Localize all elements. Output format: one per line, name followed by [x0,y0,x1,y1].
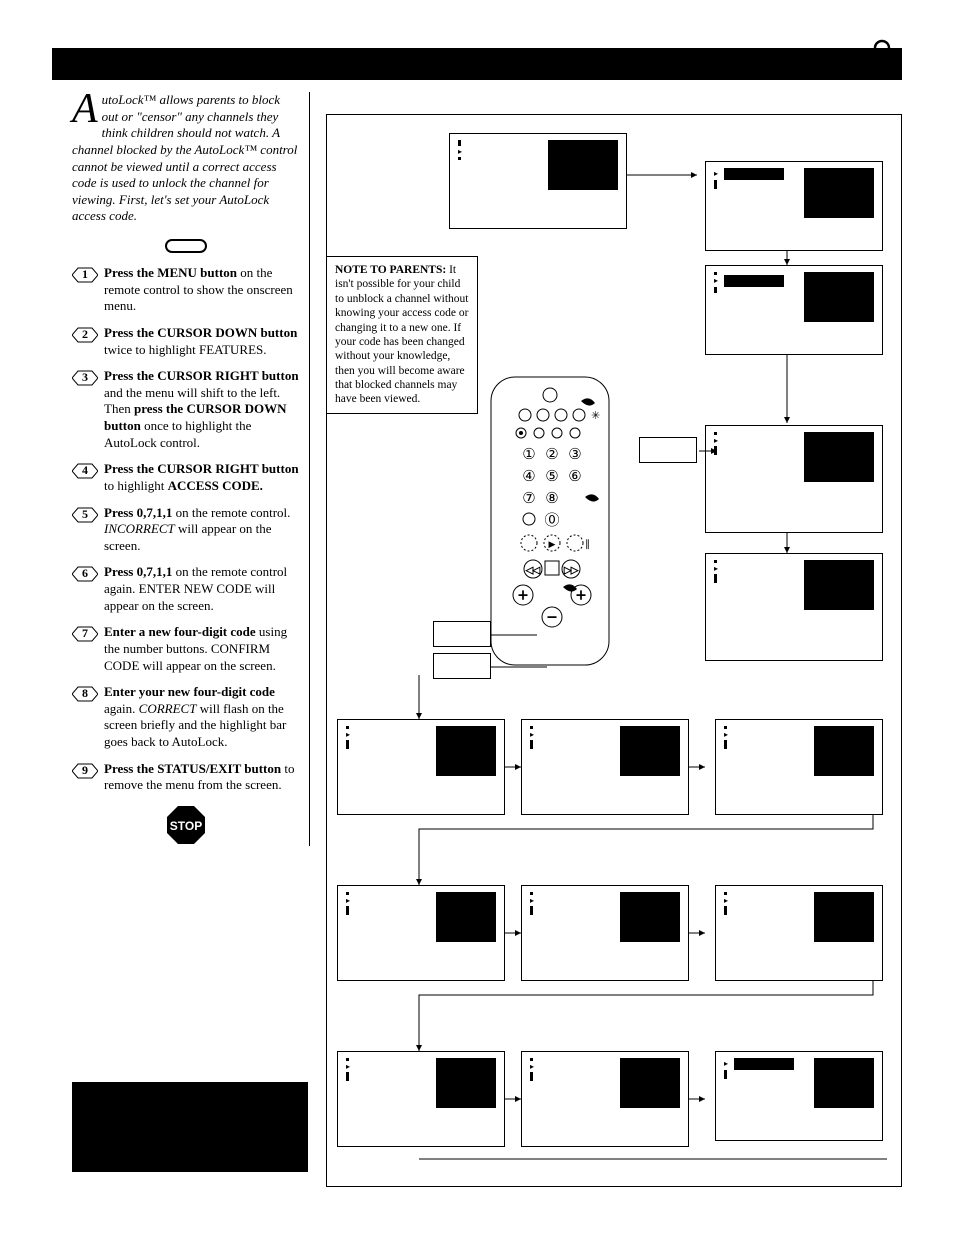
step-list: 1 Press the MENU button on the remote con… [72,265,299,794]
svg-text:⑧: ⑧ [545,490,558,507]
note-title: NOTE TO PARENTS: [335,264,446,276]
step-number-6: 6 [72,566,98,582]
tv-panel-8: ▸ [715,719,883,815]
step-1: 1 Press the MENU button on the remote con… [72,265,299,315]
svg-text:STOP: STOP [169,819,201,833]
tv-panel-13: ▸ [521,1051,689,1147]
svg-text:∥: ∥ [585,539,590,550]
svg-text:▶▶: ▶▶ [564,565,578,575]
tv-panel-11: ▸ [715,885,883,981]
step-number-8: 8 [72,686,98,702]
stop-icon: STOP [165,804,207,846]
callout-box-1 [639,437,697,463]
lock-icon [868,38,896,74]
step-8: 8 Enter your new four-digit code again. C… [72,684,299,751]
step-7: 7 Enter a new four-digit code using the n… [72,624,299,674]
callout-box-2 [433,621,491,647]
svg-text:▶: ▶ [549,539,556,549]
note-to-parents: NOTE TO PARENTS: It isn't possible for y… [326,256,478,414]
svg-text:④: ④ [522,468,535,485]
step-text: Press 0,7,1,1 on the remote control. INC… [104,505,290,553]
tv-panel-2: ▸ [705,161,883,251]
svg-text:⓪: ⓪ [544,512,559,529]
intro-text: utoLock™ allows parents to block out or … [72,92,297,223]
tv-panel-3: ▸ [705,265,883,355]
svg-text:②: ② [545,446,558,463]
svg-text:③: ③ [568,446,581,463]
step-6: 6 Press 0,7,1,1 on the remote control aga… [72,564,299,614]
svg-text:⑤: ⑤ [545,468,558,485]
step-text: Enter your new four-digit code again. CO… [104,684,286,749]
step-text: Press the CURSOR RIGHT button and the me… [104,368,299,450]
step-4: 4 Press the CURSOR RIGHT button to highli… [72,461,299,494]
tv-panel-7: ▸ [521,719,689,815]
svg-text:－: － [547,612,558,624]
tv-panel-9: ▸ [337,885,505,981]
callout-box-3 [433,653,491,679]
step-text: Enter a new four-digit code using the nu… [104,624,287,672]
tv-panel-6: ▸ [337,719,505,815]
dropcap: A [72,92,102,126]
step-text: Press the MENU button on the remote cont… [104,265,293,313]
tv-panel-4: ▸ [705,425,883,533]
step-number-5: 5 [72,507,98,523]
tv-panel-12: ▸ [337,1051,505,1147]
step-number-4: 4 [72,463,98,479]
svg-text:＋: ＋ [518,590,529,602]
step-number-1: 1 [72,267,98,283]
svg-text:◀◀: ◀◀ [526,565,540,575]
svg-text:⑦: ⑦ [522,490,535,507]
step-number-7: 7 [72,626,98,642]
tv-panel-5: ▸ [705,553,883,661]
step-text: Press the STATUS/EXIT button to remove t… [104,761,294,793]
step-3: 3 Press the CURSOR RIGHT button and the m… [72,368,299,451]
step-9: 9 Press the STATUS/EXIT button to remove … [72,761,299,794]
note-body: It isn't possible for your child to unbl… [335,264,469,405]
svg-text:＋: ＋ [576,590,587,602]
svg-text:✳: ✳ [591,410,600,422]
svg-text:⑥: ⑥ [568,468,581,485]
tv-panel-10: ▸ [521,885,689,981]
step-5: 5 Press 0,7,1,1 on the remote control. IN… [72,505,299,555]
tv-panel-14: ▸ [715,1051,883,1141]
tv-panel-1: ▸ [449,133,627,229]
step-number-3: 3 [72,370,98,386]
step-number-9: 9 [72,763,98,779]
intro-paragraph: A utoLock™ allows parents to block out o… [72,92,299,225]
button-capsule-icon [165,239,207,253]
page: A utoLock™ allows parents to block out o… [0,0,954,1235]
title-bar [52,48,902,80]
step-number-2: 2 [72,327,98,343]
remote-control-illustration: ✳ ①②③ ④⑤⑥ ⑦⑧ ⓪ ▶ ∥ [485,371,615,671]
step-text: Press 0,7,1,1 on the remote control agai… [104,564,287,612]
instruction-column: A utoLock™ allows parents to block out o… [72,92,310,846]
smart-help-box [72,1082,308,1172]
step-2: 2 Press the CURSOR DOWN button twice to h… [72,325,299,358]
step-text: Press the CURSOR DOWN button twice to hi… [104,325,297,357]
svg-text:①: ① [522,446,535,463]
step-text: Press the CURSOR RIGHT button to highlig… [104,461,299,493]
